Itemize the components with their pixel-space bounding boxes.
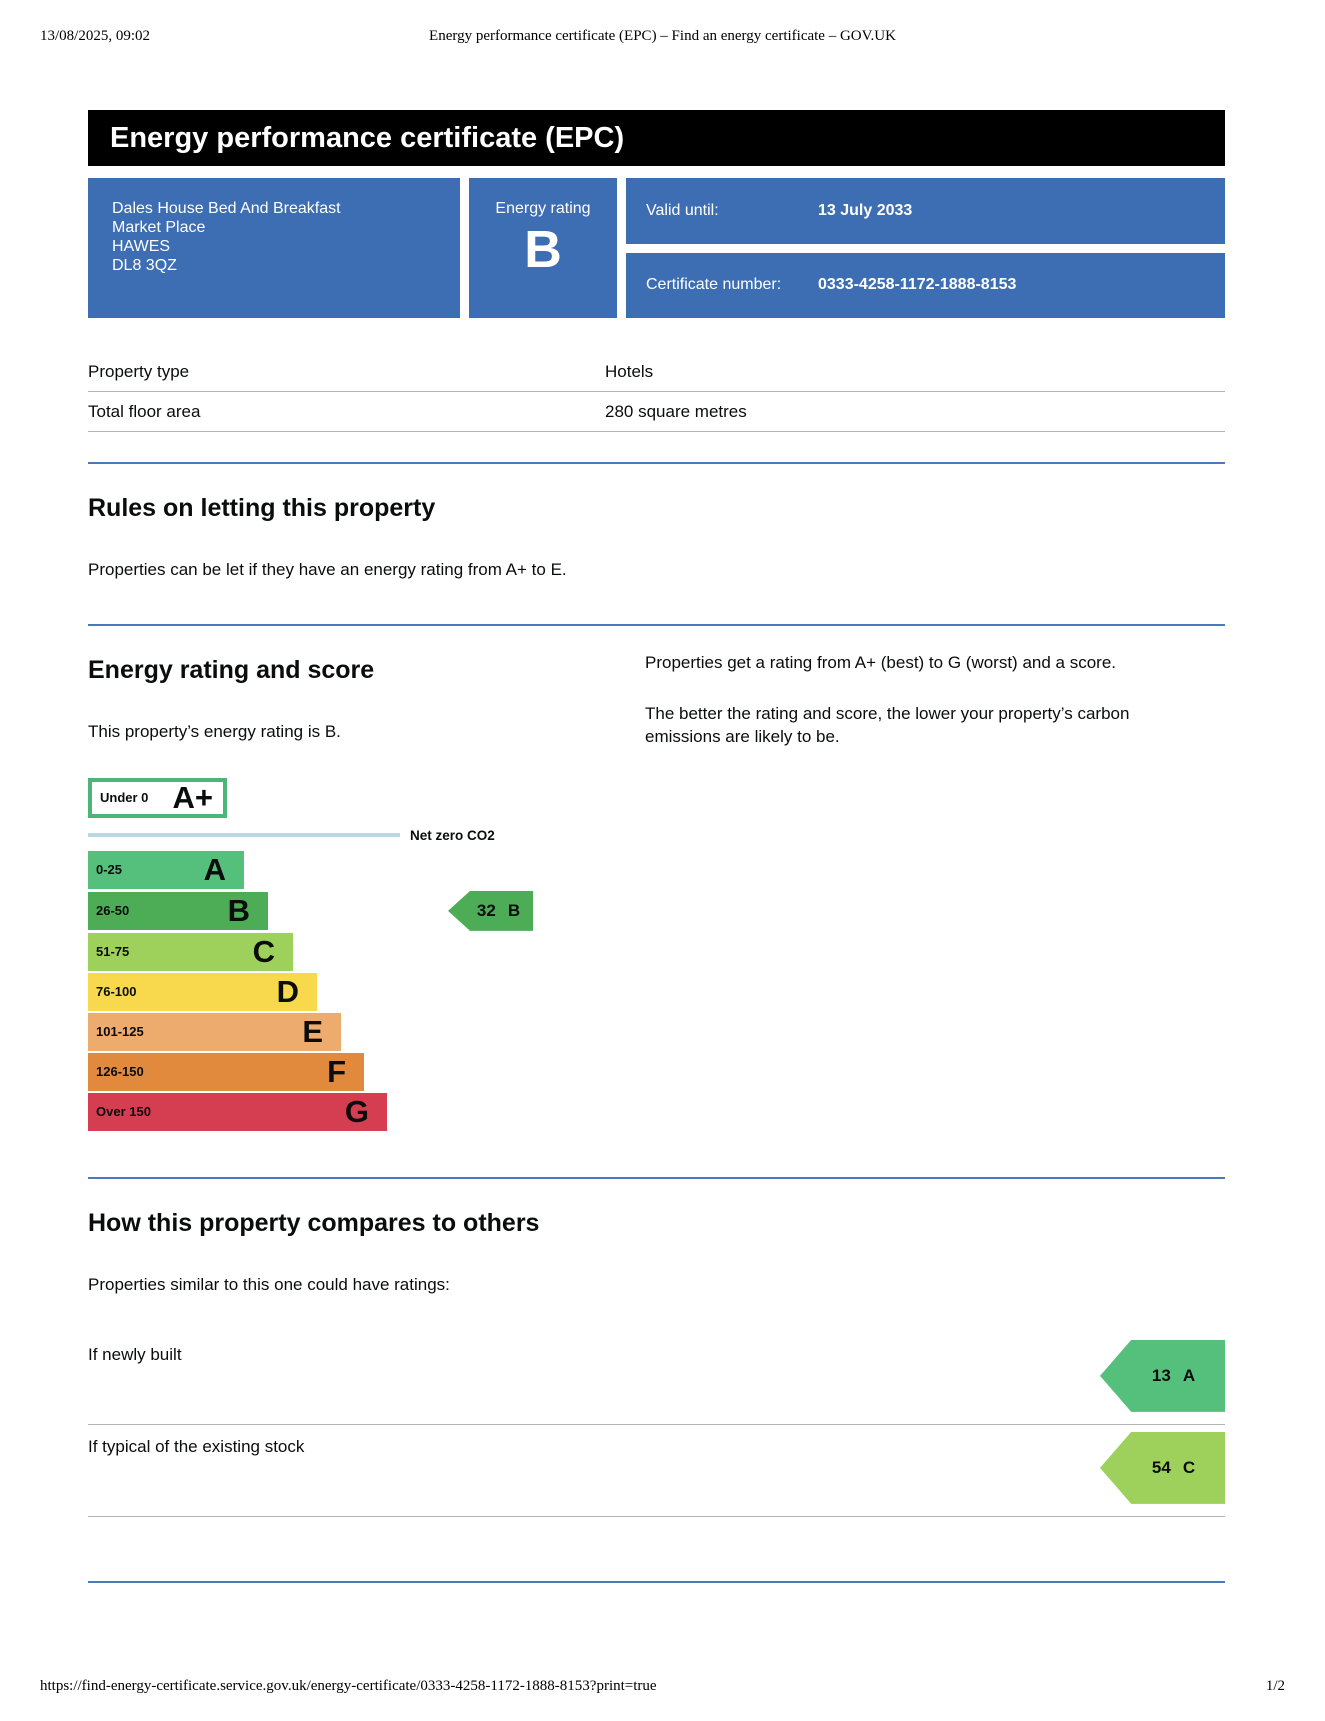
band-letter: F: [327, 1054, 346, 1090]
compare-rating-pointer: 54 C: [1100, 1431, 1225, 1504]
floor-area-value: 280 square metres: [605, 401, 747, 421]
band-letter: A: [203, 852, 226, 888]
rating-band-d: 76-100 D: [88, 972, 317, 1011]
rating-band-g: Over 150 G: [88, 1092, 387, 1131]
certificate-number-value: 0333-4258-1172-1888-8153: [818, 276, 1017, 294]
address-line-4: DL8 3QZ: [112, 257, 177, 274]
rating-band-row: 0-25 A: [88, 850, 645, 889]
certificate-number-row: Certificate number: 0333-4258-1172-1888-…: [626, 252, 1225, 318]
section-divider: [88, 462, 1225, 464]
print-header: 13/08/2025, 09:02 Energy performance cer…: [40, 28, 1285, 45]
compare-band: C: [1182, 1457, 1196, 1477]
print-footer: https://find-energy-certificate.service.…: [40, 1678, 1285, 1695]
page-title: Energy performance certificate (EPC): [110, 121, 625, 154]
band-range-label: 126-150: [96, 1064, 144, 1080]
valid-until-value: 13 July 2033: [818, 201, 913, 219]
valid-until-row: Valid until: 13 July 2033: [626, 178, 1225, 244]
band-letter: G: [344, 1094, 369, 1130]
rating-band-b: 26-50 B: [88, 891, 268, 930]
print-url: https://find-energy-certificate.service.…: [40, 1678, 657, 1694]
band-letter: D: [276, 974, 299, 1010]
rating-band-a-plus: Under 0 A+: [88, 777, 227, 818]
rating-band-row: 101-125 E: [88, 1012, 645, 1051]
band-letter: A+: [172, 780, 214, 816]
property-address: Dales House Bed And Breakfast Market Pla…: [88, 178, 460, 318]
energy-rating-label: Energy rating: [495, 200, 591, 217]
energy-rating-chart: Under 0 A+ Net zero CO2 0-25 A: [88, 777, 645, 1131]
energy-rating-box: Energy rating B: [469, 178, 617, 318]
print-datetime: 13/08/2025, 09:02: [40, 28, 151, 44]
section-divider: [88, 623, 1225, 626]
band-range-label: Over 150: [96, 1104, 151, 1120]
rating-band-row: 26-50 B 32 B: [88, 890, 645, 931]
address-line-3: HAWES: [112, 238, 171, 255]
rating-section-right: Properties get a rating from A+ (best) t…: [645, 626, 1225, 1133]
address-line-1: Dales House Bed And Breakfast: [112, 200, 341, 217]
section-divider: [88, 1580, 1225, 1583]
band-letter: B: [227, 893, 250, 929]
rating-band-a: 0-25 A: [88, 850, 244, 889]
address-line-2: Market Place: [112, 219, 206, 236]
rating-band-c: 51-75 C: [88, 932, 293, 971]
table-row: Total floor area 280 square metres: [88, 392, 1225, 432]
band-range-label: Under 0: [100, 790, 149, 806]
rating-band-e: 101-125 E: [88, 1012, 341, 1051]
current-band: B: [507, 900, 521, 920]
net-zero-line: [88, 833, 400, 838]
rules-heading: Rules on letting this property: [88, 494, 436, 522]
compare-band: A: [1182, 1365, 1196, 1385]
print-page-title: Energy performance certificate (EPC) – F…: [429, 28, 896, 44]
rating-section: Energy rating and score This property’s …: [88, 626, 1225, 1133]
band-letter: E: [302, 1014, 323, 1050]
current-rating-pointer: 32 B: [448, 890, 533, 931]
table-row: If newly built 13 A: [88, 1333, 1225, 1425]
rating-explainer-1: Properties get a rating from A+ (best) t…: [645, 652, 1117, 672]
rating-band-row: 76-100 D: [88, 972, 645, 1011]
valid-until-label: Valid until:: [646, 201, 719, 219]
current-score: 32: [476, 900, 496, 920]
compare-score: 13: [1151, 1365, 1171, 1385]
band-range-label: 0-25: [96, 862, 123, 878]
net-zero-marker: Net zero CO2: [88, 828, 645, 843]
rating-heading: Energy rating and score: [88, 655, 375, 684]
table-row: Property type Hotels: [88, 352, 1225, 392]
net-zero-label: Net zero CO2: [410, 827, 495, 843]
compare-rating-pointer: 13 A: [1100, 1339, 1225, 1412]
band-range-label: 26-50: [96, 903, 130, 919]
compare-table: If newly built 13 A If typical of the ex…: [88, 1333, 1225, 1517]
band-range-label: 51-75: [96, 944, 130, 960]
property-type-label: Property type: [88, 361, 190, 381]
energy-rating-value: B: [524, 221, 562, 279]
floor-area-label: Total floor area: [88, 401, 201, 421]
rating-band-row: 126-150 F: [88, 1052, 645, 1091]
rating-explainer-2: The better the rating and score, the low…: [645, 703, 1130, 746]
rules-body: Properties can be let if they have an en…: [88, 560, 567, 579]
certificate-summary: Dales House Bed And Breakfast Market Pla…: [88, 178, 1225, 318]
certificate-banner: Energy performance certificate (EPC): [88, 110, 1225, 166]
rating-band-row: 51-75 C: [88, 932, 645, 971]
property-type-value: Hotels: [605, 361, 654, 381]
rating-band-row: Over 150 G: [88, 1092, 645, 1131]
compare-row-label: If typical of the existing stock: [88, 1436, 305, 1456]
compare-heading: How this property compares to others: [88, 1208, 540, 1237]
rating-section-left: Energy rating and score This property’s …: [88, 626, 645, 1133]
rating-band-f: 126-150 F: [88, 1052, 364, 1091]
section-divider: [88, 1176, 1225, 1179]
certificate-content: Energy performance certificate (EPC) Dal…: [88, 110, 1225, 1583]
property-details-table: Property type Hotels Total floor area 28…: [88, 352, 1225, 432]
band-range-label: 76-100: [96, 984, 137, 1000]
compare-score: 54: [1151, 1457, 1171, 1477]
compare-row-label: If newly built: [88, 1344, 182, 1364]
rating-intro: This property’s energy rating is B.: [88, 721, 341, 741]
band-letter: C: [252, 934, 275, 970]
band-range-label: 101-125: [96, 1024, 144, 1040]
certificate-meta: Valid until: 13 July 2033 Certificate nu…: [626, 178, 1225, 318]
compare-intro: Properties similar to this one could hav…: [88, 1274, 450, 1294]
print-page-number: 1/2: [1265, 1678, 1285, 1694]
certificate-number-label: Certificate number:: [646, 276, 782, 294]
table-row: If typical of the existing stock 54 C: [88, 1425, 1225, 1517]
